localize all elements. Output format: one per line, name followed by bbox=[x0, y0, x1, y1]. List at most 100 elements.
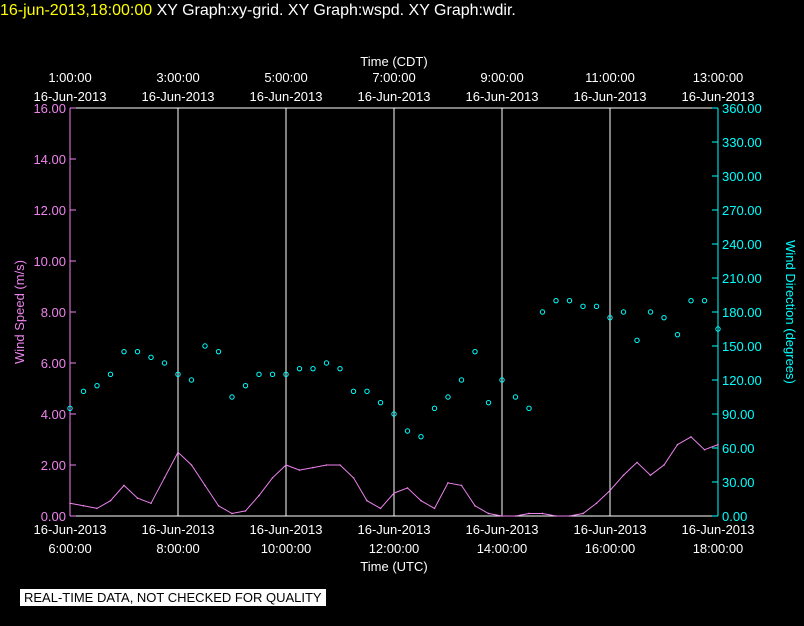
bottom-tick-date: 16-Jun-2013 bbox=[250, 522, 323, 537]
wind-speed-point bbox=[271, 476, 274, 479]
wind-speed-point bbox=[528, 512, 530, 515]
wind-speed-point bbox=[339, 464, 341, 466]
bottom-tick-time: 12:00:00 bbox=[369, 541, 420, 556]
wind-speed-point bbox=[541, 512, 544, 515]
top-tick-date: 16-Jun-2013 bbox=[250, 89, 323, 104]
wind-speed-point bbox=[136, 497, 139, 499]
wind-direction-point bbox=[175, 371, 181, 378]
wind-direction-point bbox=[715, 326, 721, 332]
bottom-tick-date: 16-Jun-2013 bbox=[466, 522, 539, 537]
wind-direction-point bbox=[566, 297, 573, 304]
wind-speed-point bbox=[474, 505, 476, 507]
wind-direction-point bbox=[148, 354, 154, 361]
wind-direction-point bbox=[431, 405, 438, 412]
wind-direction-point bbox=[472, 348, 478, 355]
wind-speed-point bbox=[406, 487, 409, 489]
wind-direction-point bbox=[283, 371, 289, 378]
bottom-tick-date: 16-Jun-2013 bbox=[142, 522, 215, 537]
wind-speed-point bbox=[433, 507, 436, 510]
direction-tick-label: 330.00 bbox=[722, 135, 762, 150]
wind-direction-point bbox=[512, 394, 519, 400]
wind-speed-point bbox=[460, 484, 463, 487]
wind-speed-point bbox=[636, 461, 638, 464]
wind-direction-point bbox=[404, 428, 411, 434]
wind-speed-point bbox=[96, 507, 98, 510]
right-axis-title: Wind Direction (degrees) bbox=[783, 240, 798, 384]
wind-speed-point bbox=[568, 515, 571, 517]
wind-speed-point bbox=[447, 482, 449, 484]
top-axis-title: Time (CDT) bbox=[360, 54, 427, 69]
direction-tick-label: 0.00 bbox=[722, 509, 747, 524]
speed-tick-label: 2.00 bbox=[41, 458, 66, 473]
direction-tick-label: 360.00 bbox=[722, 101, 762, 116]
wind-direction-point bbox=[188, 377, 195, 383]
wind-speed-point bbox=[82, 505, 85, 507]
wind-direction-point bbox=[161, 360, 168, 366]
wind-direction-point bbox=[229, 394, 235, 400]
speed-tick-label: 0.00 bbox=[41, 509, 66, 524]
speed-tick-label: 6.00 bbox=[41, 356, 66, 371]
wind-speed-point bbox=[177, 451, 179, 454]
top-tick-date: 16-Jun-2013 bbox=[358, 89, 431, 104]
wind-speed-point bbox=[190, 464, 193, 466]
direction-tick-label: 210.00 bbox=[722, 271, 762, 286]
direction-tick-label: 150.00 bbox=[722, 339, 762, 354]
direction-tick-label: 300.00 bbox=[722, 169, 762, 184]
wind-direction-point bbox=[688, 297, 694, 304]
wind-speed-point bbox=[244, 510, 247, 512]
top-tick-time: 7:00:00 bbox=[372, 70, 415, 85]
bottom-tick-time: 16:00:00 bbox=[585, 541, 636, 556]
direction-tick-label: 30.00 bbox=[722, 475, 755, 490]
speed-tick-label: 8.00 bbox=[41, 305, 66, 320]
wind-speed-point bbox=[393, 492, 395, 494]
wind-speed-point bbox=[690, 436, 692, 438]
wind-direction-point bbox=[310, 365, 316, 372]
wind-speed-point bbox=[258, 494, 260, 497]
wind-speed-point bbox=[703, 448, 706, 451]
wind-speed-point bbox=[285, 464, 287, 466]
wind-direction-point bbox=[553, 297, 559, 304]
wind-direction-point bbox=[661, 314, 667, 321]
top-tick-time: 3:00:00 bbox=[156, 70, 199, 85]
wind-direction-point bbox=[350, 388, 357, 395]
wind-direction-point bbox=[485, 399, 492, 406]
chart-header: 16-jun-2013,18:00:00 XY Graph:xy-grid. X… bbox=[0, 2, 516, 20]
top-tick-date: 16-Jun-2013 bbox=[142, 89, 215, 104]
wind-direction-point bbox=[202, 343, 208, 349]
top-tick-date: 16-Jun-2013 bbox=[574, 89, 647, 104]
wind-direction-point bbox=[215, 348, 222, 355]
wind-direction-point bbox=[593, 303, 600, 310]
wind-direction-point bbox=[526, 405, 532, 412]
wind-speed-point bbox=[163, 476, 166, 479]
wind-direction-point bbox=[391, 411, 397, 417]
wind-direction-point bbox=[701, 297, 708, 304]
top-tick-date: 16-Jun-2013 bbox=[682, 89, 755, 104]
wind-direction-point bbox=[458, 377, 465, 383]
wind-direction-point bbox=[620, 309, 627, 315]
wind-speed-point bbox=[366, 499, 368, 502]
wind-speed-point bbox=[676, 443, 679, 446]
direction-tick-label: 180.00 bbox=[722, 305, 762, 320]
timestamp: 16-jun-2013,18:00:00 bbox=[0, 2, 153, 19]
wind-direction-point bbox=[445, 394, 451, 400]
top-tick-time: 13:00:00 bbox=[693, 70, 744, 85]
wind-direction-point bbox=[499, 377, 505, 383]
wind-speed-point bbox=[379, 507, 382, 510]
wind-direction-point bbox=[296, 365, 303, 372]
bottom-tick-time: 6:00:00 bbox=[48, 541, 91, 556]
wind-direction-point bbox=[364, 388, 370, 395]
wind-speed-point bbox=[555, 515, 557, 517]
wind-speed-point bbox=[231, 512, 233, 515]
bottom-tick-time: 18:00:00 bbox=[693, 541, 744, 556]
wind-speed-point bbox=[717, 443, 719, 446]
graph-names: XY Graph:xy-grid. XY Graph:wspd. XY Grap… bbox=[156, 2, 516, 19]
wind-speed-point bbox=[109, 499, 112, 502]
wind-speed-point bbox=[352, 476, 355, 479]
wind-speed-point bbox=[595, 502, 598, 505]
wind-direction-point bbox=[539, 309, 546, 315]
wind-direction-point bbox=[647, 309, 654, 315]
wind-speed-point bbox=[312, 466, 314, 469]
wind-speed-point bbox=[487, 512, 490, 515]
wind-direction-point bbox=[256, 371, 262, 378]
